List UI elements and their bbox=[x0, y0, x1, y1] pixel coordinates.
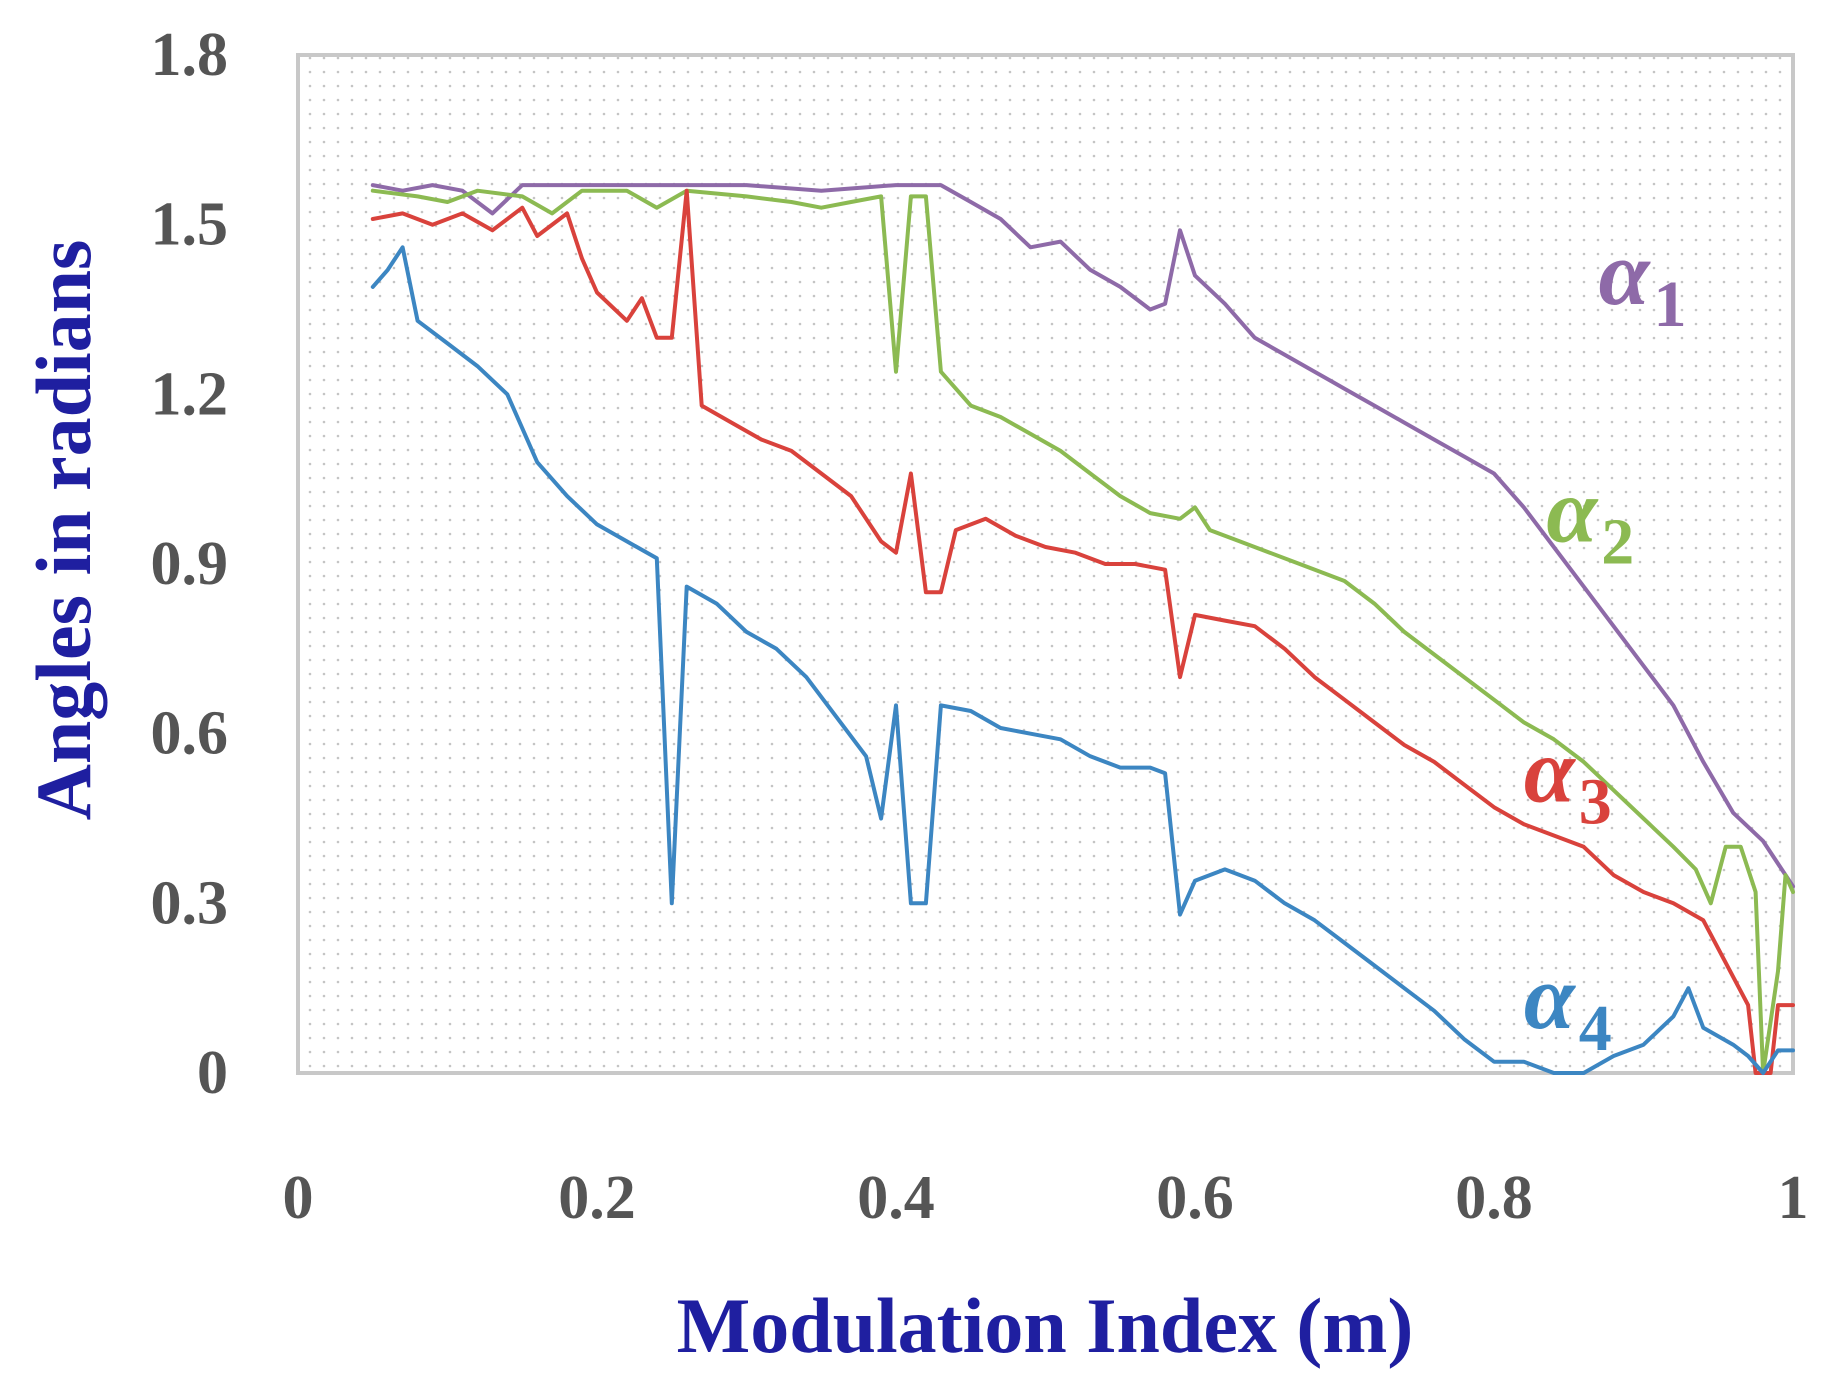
y-tick-label: 0.6 bbox=[151, 700, 229, 768]
y-axis-title: Angles in radians bbox=[20, 240, 107, 821]
series-labels: α1 α2 α3 α4 bbox=[1524, 222, 1687, 1065]
y-tick-label: 1.2 bbox=[151, 360, 229, 428]
x-tick-label: 1 bbox=[1778, 1164, 1809, 1232]
series-line-α1 bbox=[370, 183, 1795, 889]
plot-background bbox=[296, 53, 1795, 1075]
series-line-α4 bbox=[370, 245, 1795, 1075]
x-tick-label: 0.6 bbox=[1156, 1164, 1234, 1232]
series-line-α3 bbox=[370, 188, 1795, 1075]
series-label-α4: α4 bbox=[1524, 946, 1612, 1065]
x-axis-title: Modulation Index (m) bbox=[677, 1282, 1414, 1369]
x-axis-ticks: 0 0.2 0.4 0.6 0.8 1 bbox=[283, 1164, 1809, 1232]
y-tick-label: 1.5 bbox=[151, 191, 229, 259]
x-tick-label: 0.2 bbox=[558, 1164, 636, 1232]
series-lines bbox=[370, 183, 1795, 1075]
y-tick-label: 1.8 bbox=[151, 21, 229, 89]
y-tick-label: 0.9 bbox=[151, 530, 229, 598]
series-label-α2: α2 bbox=[1546, 459, 1634, 578]
y-tick-label: 0 bbox=[197, 1039, 228, 1107]
series-label-α1: α1 bbox=[1599, 222, 1687, 341]
x-tick-label: 0.8 bbox=[1455, 1164, 1533, 1232]
x-tick-label: 0 bbox=[283, 1164, 314, 1232]
y-tick-label: 0.3 bbox=[151, 869, 229, 937]
series-line-α2 bbox=[370, 188, 1795, 1075]
x-tick-label: 0.4 bbox=[857, 1164, 935, 1232]
y-axis-ticks: 0 0.3 0.6 0.9 1.2 1.5 1.8 bbox=[151, 21, 229, 1107]
series-label-α3: α3 bbox=[1524, 720, 1612, 839]
